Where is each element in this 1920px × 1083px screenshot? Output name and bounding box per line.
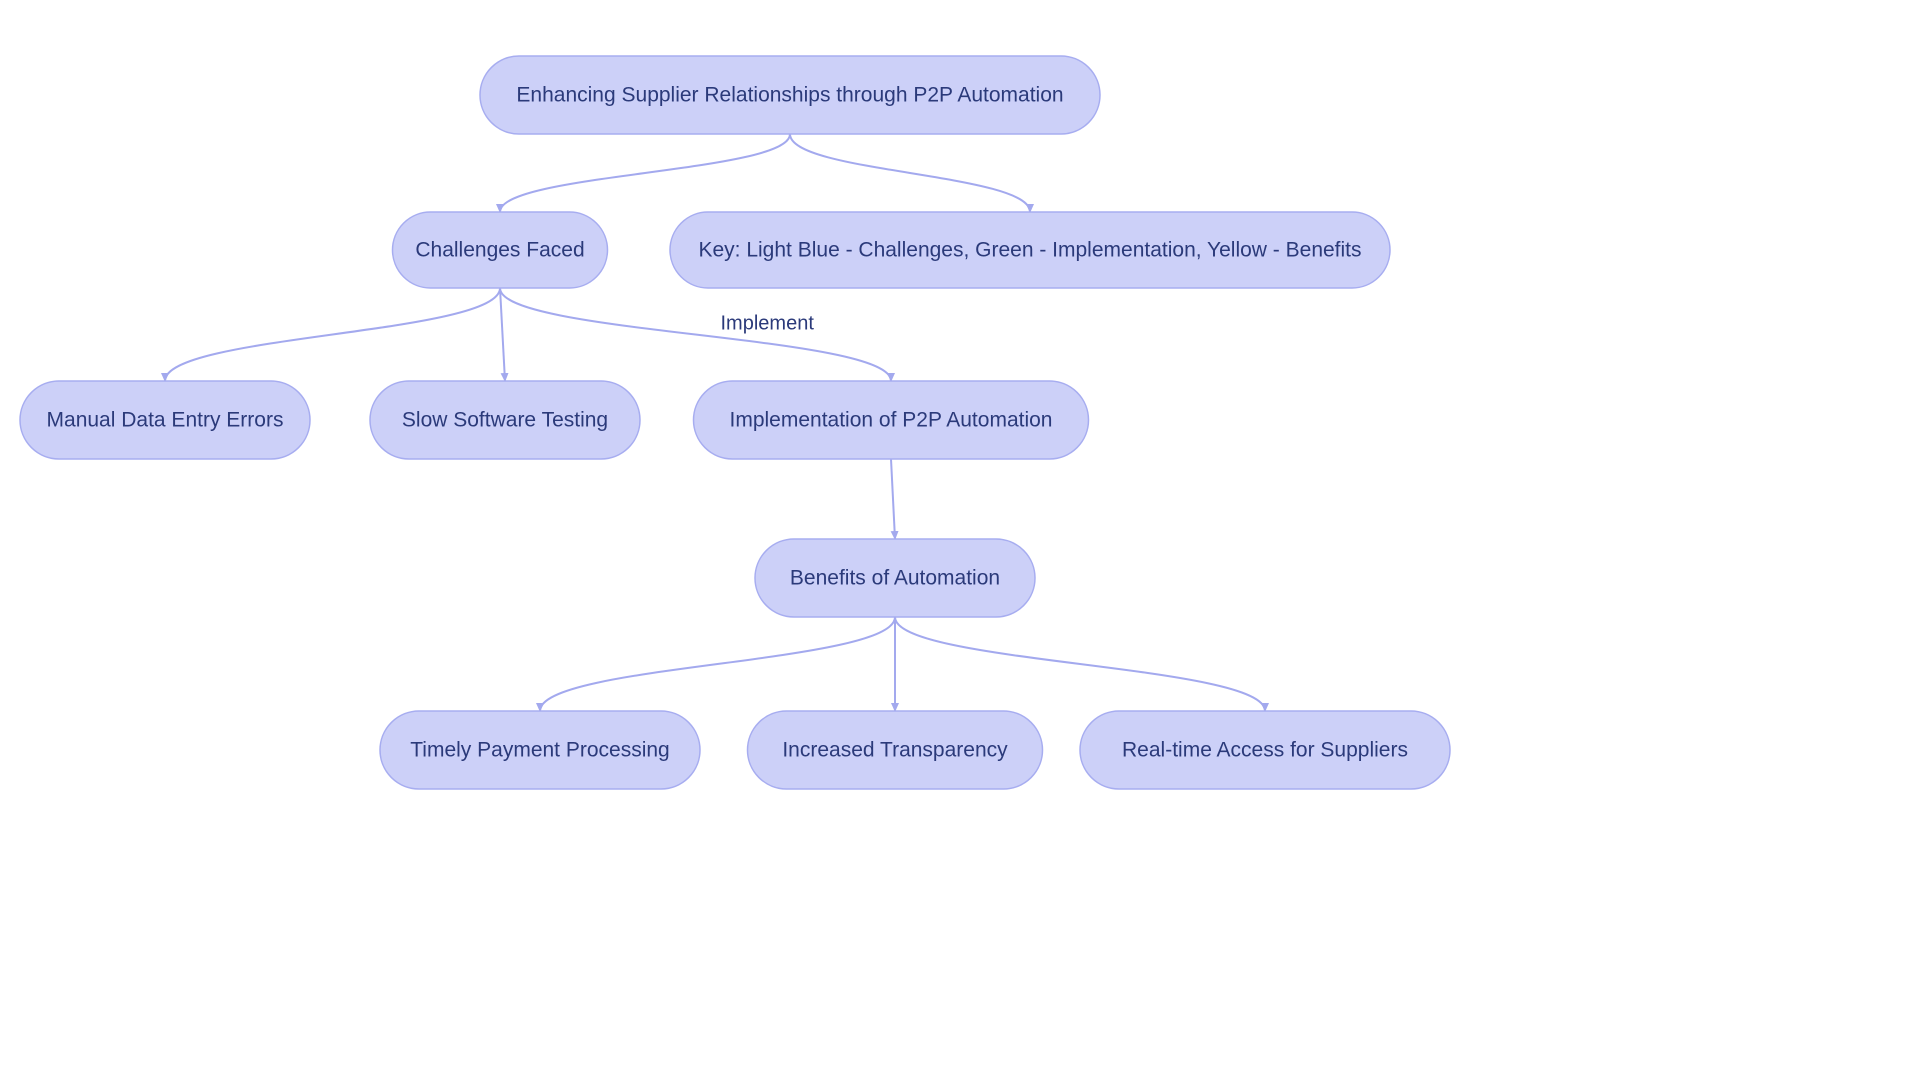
node-manual: Manual Data Entry Errors xyxy=(20,381,310,459)
node-label-challenges: Challenges Faced xyxy=(415,239,584,262)
node-key: Key: Light Blue - Challenges, Green - Im… xyxy=(670,212,1390,288)
edge-challenges-manual xyxy=(165,288,500,381)
edge-title-challenges xyxy=(500,134,790,212)
node-label-benefits: Benefits of Automation xyxy=(790,567,1000,590)
node-transp: Increased Transparency xyxy=(748,711,1043,789)
node-challenges: Challenges Faced xyxy=(393,212,608,288)
edge-impl-benefits xyxy=(891,459,895,539)
node-title: Enhancing Supplier Relationships through… xyxy=(480,56,1100,134)
edge-challenges-impl xyxy=(500,288,891,381)
node-realtime: Real-time Access for Suppliers xyxy=(1080,711,1450,789)
node-label-realtime: Real-time Access for Suppliers xyxy=(1122,739,1408,762)
node-label-key: Key: Light Blue - Challenges, Green - Im… xyxy=(698,239,1361,262)
node-label-timely: Timely Payment Processing xyxy=(410,739,669,762)
edge-label-challenges-impl: Implement xyxy=(721,313,815,335)
node-label-title: Enhancing Supplier Relationships through… xyxy=(516,84,1063,107)
node-impl: Implementation of P2P Automation xyxy=(694,381,1089,459)
edge-title-key xyxy=(790,134,1030,212)
node-timely: Timely Payment Processing xyxy=(380,711,700,789)
node-slow: Slow Software Testing xyxy=(370,381,640,459)
node-label-manual: Manual Data Entry Errors xyxy=(47,409,284,432)
edge-benefits-timely xyxy=(540,617,895,711)
edge-challenges-slow xyxy=(500,288,505,381)
edge-benefits-realtime xyxy=(895,617,1265,711)
node-label-slow: Slow Software Testing xyxy=(402,409,608,432)
node-label-transp: Increased Transparency xyxy=(782,739,1008,762)
node-label-impl: Implementation of P2P Automation xyxy=(730,409,1053,432)
flowchart-diagram: Enhancing Supplier Relationships through… xyxy=(0,0,1920,1083)
node-benefits: Benefits of Automation xyxy=(755,539,1035,617)
